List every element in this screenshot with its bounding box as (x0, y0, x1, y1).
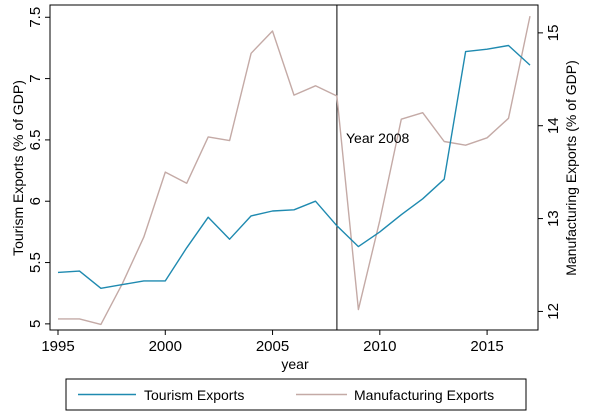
y-right-tick-label-15: 15 (545, 25, 562, 42)
y-right-tick-label-12: 12 (545, 303, 562, 320)
y-right-tick-label-13: 13 (545, 210, 562, 227)
x-tick-label-2010: 2010 (363, 338, 396, 355)
x-tick-label-2015: 2015 (470, 338, 503, 355)
y-axis-right: 12 13 14 15 (538, 25, 562, 320)
y-left-tick-label-5.5: 5.5 (27, 252, 44, 273)
legend-label-tourism-exports: Tourism Exports (144, 387, 244, 403)
y-left-tick-label-7: 7 (27, 74, 44, 82)
x-tick-label-1995: 1995 (41, 338, 74, 355)
y-left-tick-label-6.5: 6.5 (27, 129, 44, 150)
plot-frame (49, 4, 539, 331)
y-axis-left: 5 5.5 6 6.5 7 7.5 (27, 7, 50, 328)
annotation-year-2008: Year 2008 (346, 130, 410, 146)
series-line-manufacturing-exports (58, 15, 531, 326)
y-axis-left-title: Tourism Exports (% of GDP) (10, 80, 26, 256)
plot-area (49, 4, 539, 331)
y-axis-right-title: Manufacturing Exports (% of GDP) (563, 60, 579, 276)
legend: Tourism Exports Manufacturing Exports (65, 378, 527, 411)
y-left-tick-label-5: 5 (27, 320, 44, 328)
x-axis-title: year (281, 356, 309, 372)
x-axis: 1995 2000 2005 2010 2015 (41, 330, 504, 355)
x-tick-label-2000: 2000 (149, 338, 182, 355)
y-right-tick-label-14: 14 (545, 117, 562, 134)
y-left-tick-label-6: 6 (27, 197, 44, 205)
series-line-tourism-exports (57, 44, 531, 289)
legend-label-manufacturing-exports: Manufacturing Exports (354, 387, 494, 403)
x-tick-label-2005: 2005 (256, 338, 289, 355)
y-left-tick-label-7.5: 7.5 (27, 7, 44, 28)
